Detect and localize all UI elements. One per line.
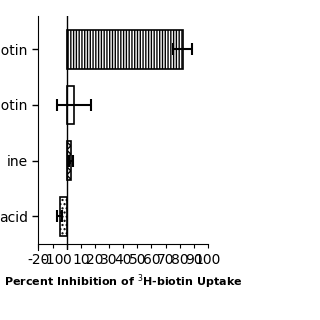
Bar	[60, 197, 67, 236]
Bar	[67, 141, 71, 180]
X-axis label: Percent Inhibition of $^{3}$H-biotin Uptake: Percent Inhibition of $^{3}$H-biotin Upt…	[4, 273, 243, 291]
Bar	[67, 85, 74, 124]
Bar	[67, 30, 182, 69]
